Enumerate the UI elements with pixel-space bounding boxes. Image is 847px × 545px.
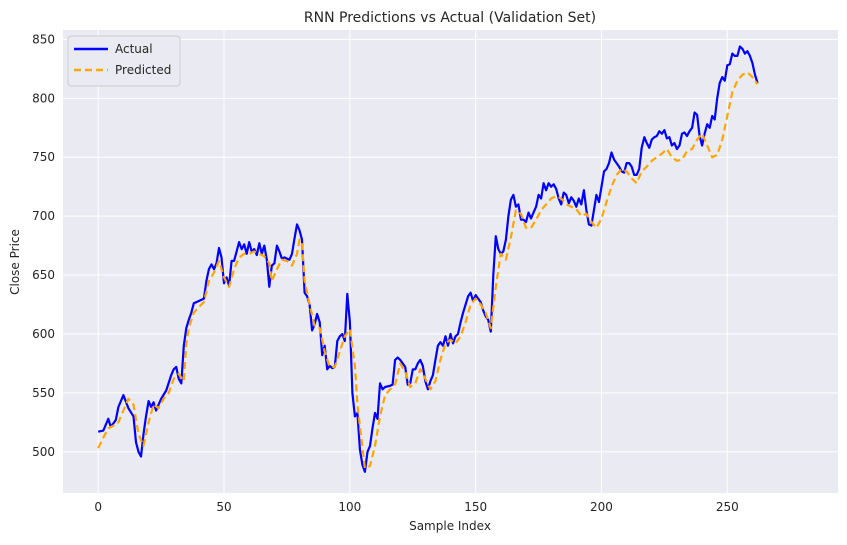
chart-title: RNN Predictions vs Actual (Validation Se… bbox=[304, 10, 596, 26]
plot-background bbox=[63, 30, 838, 493]
x-tick-label: 50 bbox=[216, 500, 231, 514]
series-line-actual bbox=[97, 45, 759, 473]
x-tick-label: 100 bbox=[338, 500, 361, 514]
x-tick-label: 200 bbox=[590, 500, 613, 514]
y-tick-label: 550 bbox=[32, 386, 55, 400]
grid bbox=[63, 30, 838, 493]
y-tick-label: 600 bbox=[32, 327, 55, 341]
legend: Actual Predicted bbox=[67, 35, 181, 87]
ticks: 0 50 100 150 200 250 500 550 600 650 700 750 800 850 bbox=[32, 32, 739, 514]
y-axis-label: Close Price bbox=[8, 229, 22, 295]
x-tick-label: 0 bbox=[94, 500, 102, 514]
legend-label-actual: Actual bbox=[115, 42, 153, 56]
x-tick-label: 150 bbox=[464, 500, 487, 514]
y-tick-label: 500 bbox=[32, 445, 55, 459]
y-tick-label: 700 bbox=[32, 209, 55, 223]
series-layer bbox=[97, 45, 759, 473]
x-tick-label: 250 bbox=[716, 500, 739, 514]
y-tick-label: 850 bbox=[32, 32, 55, 46]
y-tick-label: 750 bbox=[32, 150, 55, 164]
y-tick-label: 650 bbox=[32, 268, 55, 282]
legend-label-predicted: Predicted bbox=[115, 63, 171, 77]
series-line-predicted bbox=[97, 71, 759, 470]
y-tick-label: 800 bbox=[32, 91, 55, 105]
x-axis-label: Sample Index bbox=[409, 519, 491, 533]
